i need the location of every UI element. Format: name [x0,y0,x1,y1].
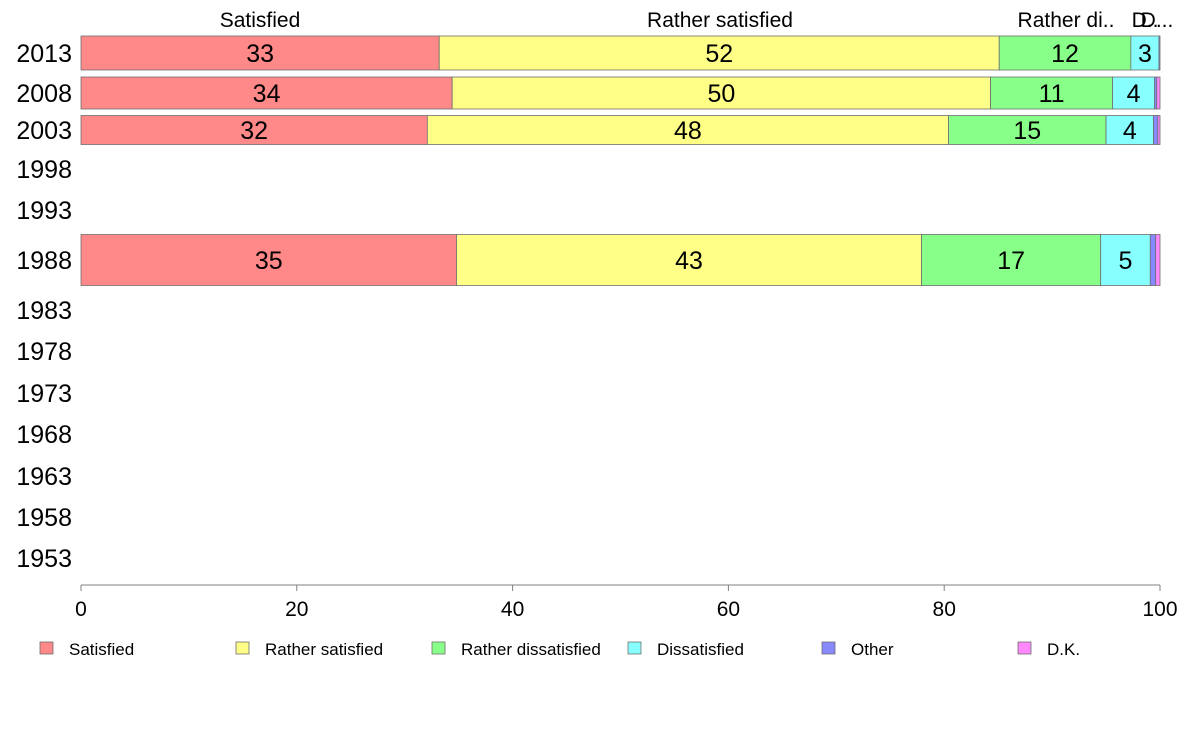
y-tick-label-1953: 1953 [16,545,72,573]
y-tick-label-2013: 2013 [16,40,72,68]
bar-dissatisfied-2008 [1112,76,1156,110]
bar-dissatisfied-1988 [1100,234,1151,286]
x-axis: 0 20 40 60 80 100 [75,584,1178,621]
x-tick-label-20: 20 [285,598,308,621]
header-label-2: Rather satisfied [647,9,793,32]
bar-rather-dissatisfied-1988 [921,234,1102,286]
bar-satisfied-2008 [80,76,453,110]
data-label-rather-dissatisfied-2003: 15 [1013,117,1041,145]
data-label-satisfied-2008: 34 [253,80,281,108]
data-label-dissatisfied-1988: 5 [1119,247,1133,275]
bar-dissatisfied-2003 [1105,115,1154,145]
data-label-rather-satisfied-2003: 48 [674,117,702,145]
x-tick-label-60: 60 [717,598,740,621]
y-tick-label-1993: 1993 [16,197,72,225]
legend-label-satisfied: Satisfied [69,640,134,659]
bar-rather-dissatisfied-2008 [990,76,1113,110]
legend-swatch-dissatisfied [627,641,642,655]
bar-rather-satisfied-2013 [438,35,1000,71]
y-tick-label-1988: 1988 [16,247,72,275]
header-label-5: D... [1141,9,1174,32]
x-tick-label-100: 100 [1142,598,1177,621]
segment-header-labels: Satisfied Rather satisfied Rather di.. D..D… [220,9,1174,32]
legend-label-rather-dissatisfied: Rather dissatisfied [461,640,601,659]
data-label-rather-dissatisfied-2008: 11 [1039,80,1065,108]
y-tick-label-1958: 1958 [16,504,72,532]
legend-swatch-rather-satisfied [235,641,250,655]
header-label-1: Satisfied [220,9,301,32]
header-label-4: D.. [1132,9,1159,32]
y-tick-label-1983: 1983 [16,297,72,325]
bar-rather-satisfied-2008 [451,76,991,110]
bar-other-2013 [1158,35,1161,71]
y-tick-label-1998: 1998 [16,156,72,184]
y-tick-label-2003: 2003 [16,117,72,145]
data-label-rather-dissatisfied-1988: 17 [997,247,1025,275]
data-label-dissatisfied-2008: 4 [1127,80,1141,108]
x-tick-label-40: 40 [501,598,524,621]
legend-swatch-other [821,641,836,655]
data-label-rather-satisfied-1988: 43 [675,247,703,275]
bar-satisfied-1988 [80,234,457,286]
data-label-satisfied-2003: 32 [240,117,268,145]
data-label-rather-satisfied-2008: 50 [707,80,735,108]
bars: 33 52 12 3 34 50 11 4 32 48 15 4 35 43 17 5 [80,35,1161,286]
y-tick-label-1963: 1963 [16,463,72,491]
legend-swatch-satisfied [39,641,54,655]
legend: Satisfied Rather satisfied Rather dissatis… [39,640,1080,659]
y-tick-label-2008: 2008 [16,80,72,108]
y-tick-label-1968: 1968 [16,421,72,449]
bar-other-1988 [1149,234,1157,286]
bar-d-k-2003 [1157,115,1161,145]
bar-other-2003 [1153,115,1159,145]
bar-satisfied-2003 [80,115,428,145]
x-tick-label-0: 0 [75,598,87,621]
legend-label-dissatisfied: Dissatisfied [657,640,744,659]
bar-d-k-1988 [1155,234,1161,286]
bar-rather-satisfied-1988 [456,234,922,286]
data-label-rather-satisfied-2013: 52 [705,40,733,68]
bar-d-k-2008 [1156,76,1161,110]
y-tick-label-1973: 1973 [16,380,72,408]
y-axis-labels: 2013 2008 2003 1998 1993 1988 1983 1978 1973 1968… [16,40,72,573]
y-tick-label-1978: 1978 [16,338,72,366]
legend-swatch-d-k [1017,641,1032,655]
data-label-satisfied-2013: 33 [246,40,274,68]
data-label-dissatisfied-2013: 3 [1138,40,1152,68]
legend-label-other: Other [851,640,894,659]
legend-label-rather-satisfied: Rather satisfied [265,640,383,659]
data-label-satisfied-1988: 35 [255,247,283,275]
legend-swatch-rather-dissatisfied [431,641,446,655]
data-label-dissatisfied-2003: 4 [1123,117,1137,145]
data-label-rather-dissatisfied-2013: 12 [1051,40,1079,68]
bar-rather-dissatisfied-2003 [948,115,1107,145]
header-label-3: Rather di.. [1018,9,1115,32]
legend-label-d-k: D.K. [1047,640,1080,659]
x-tick-label-80: 80 [933,598,956,621]
